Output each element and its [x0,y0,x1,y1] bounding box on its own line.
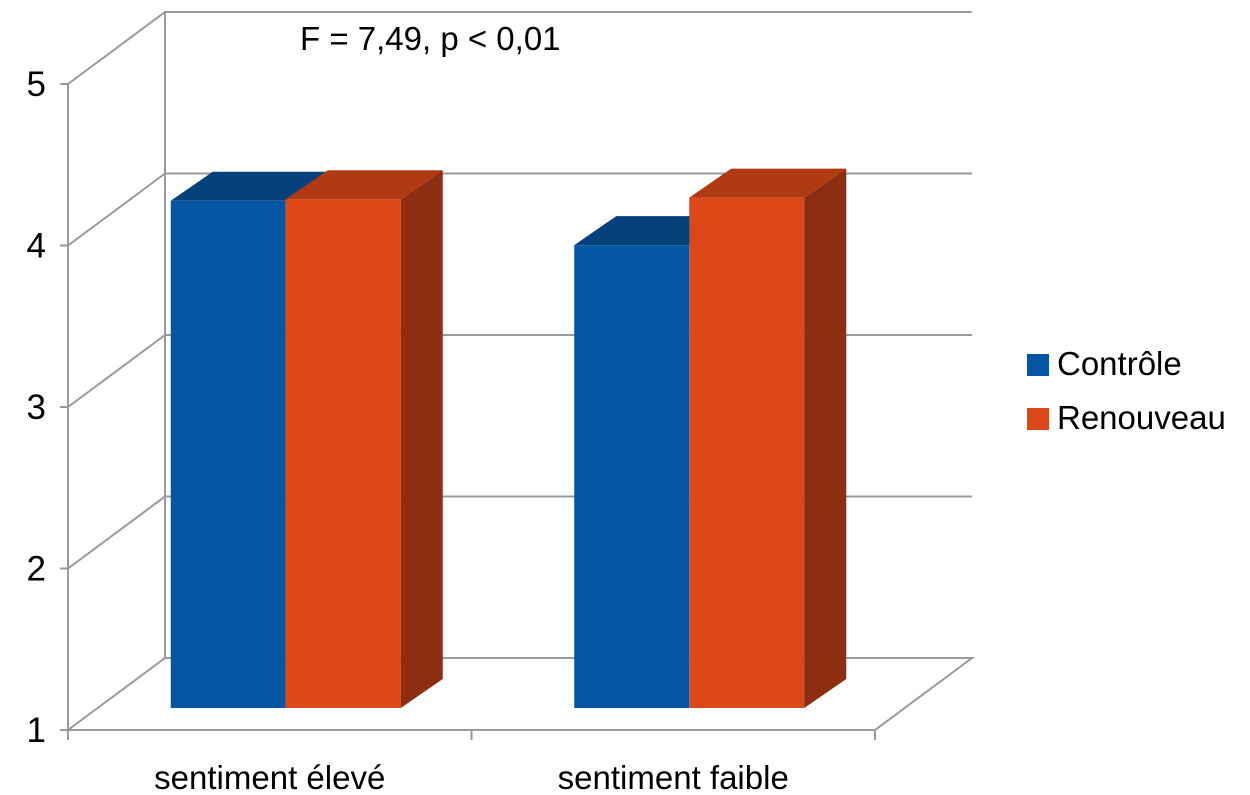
legend-swatch [1027,408,1049,430]
chart-floor [64,657,976,731]
legend: Contrôle Renouveau [1027,345,1226,436]
bar-front [285,199,401,708]
statistic-annotation: F = 7,49, p < 0,01 [300,20,561,57]
y-axis-ticks: 1 2 3 4 5 [27,65,68,750]
y-tick-label: 2 [27,550,46,589]
bar-front [170,200,286,709]
bar-top [170,171,328,201]
legend-label: Renouveau [1057,399,1226,436]
bar [170,171,328,709]
y-tick-label: 1 [27,711,46,750]
legend-label: Contrôle [1057,345,1182,382]
x-category-label: sentiment faible [558,759,789,795]
x-axis-categories: sentiment élevé sentiment faible [67,730,876,795]
bar-side [400,170,443,709]
y-tick-label: 4 [27,227,46,266]
gridline [67,172,972,247]
legend-item: Contrôle [1027,345,1182,382]
legend-swatch [1027,354,1049,376]
bar-top [285,170,443,200]
legend-item: Renouveau [1027,399,1226,436]
y-tick-label: 3 [27,388,46,427]
x-category-label: sentiment élevé [154,759,385,795]
bar-side [804,168,847,708]
bar-front [574,245,690,708]
gridline [67,11,972,85]
y-tick-label: 5 [27,65,46,104]
bars [170,168,847,709]
bar-front [689,197,805,708]
bar [285,170,443,709]
bar [689,168,847,708]
bar-top [689,168,847,198]
